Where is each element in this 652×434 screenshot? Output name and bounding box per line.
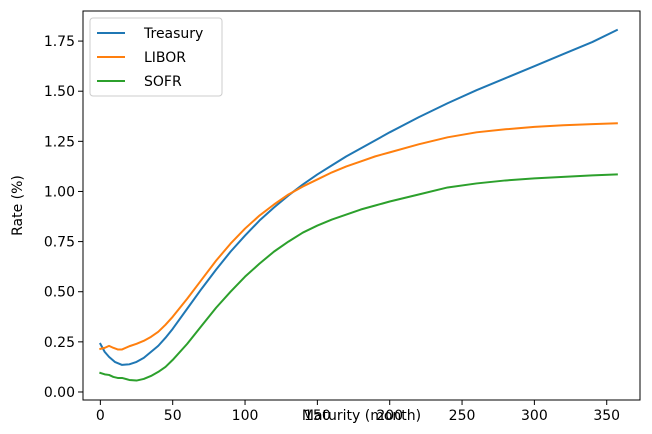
series-line-libor (99, 122, 618, 351)
legend-label-treasury: Treasury (143, 26, 203, 42)
y-tick-label: 1.75 (44, 34, 75, 50)
y-axis-label: Rate (%) (10, 175, 26, 236)
x-tick-label: 50 (164, 408, 182, 424)
y-tick-label: 1.25 (44, 134, 75, 150)
y-axis-ticks: 0.00 0.25 0.50 0.75 1.00 1.25 1.50 1.75 (44, 34, 83, 401)
y-tick-label: 0.75 (44, 235, 75, 251)
y-tick-label: 1.00 (44, 184, 75, 200)
plot-frame (82, 10, 641, 401)
legend-items: Treasury LIBOR SOFR (97, 26, 203, 90)
y-tick-label: 0.50 (44, 285, 75, 301)
x-tick-label: 150 (304, 408, 331, 424)
x-tick-label: 100 (232, 408, 259, 424)
legend-frame (89, 17, 223, 97)
x-tick-label: 200 (376, 408, 403, 424)
x-axis-ticks: 0 50 100 150 200 250 300 350 (96, 400, 620, 424)
legend: Treasury LIBOR SOFR (89, 17, 223, 97)
legend-label-sofr: SOFR (144, 74, 182, 90)
x-tick-label: 350 (593, 408, 620, 424)
x-tick-label: 300 (521, 408, 548, 424)
y-tick-label: 0.25 (44, 335, 75, 351)
legend-label-libor: LIBOR (144, 50, 186, 66)
series-line-treasury (99, 28, 619, 366)
y-tick-label: 1.50 (44, 84, 75, 100)
x-axis-label: Maturity (month) (302, 408, 421, 424)
y-tick-label: 0.00 (44, 385, 75, 401)
series-line-sofr (99, 173, 618, 382)
x-tick-label: 250 (449, 408, 476, 424)
series-lines (99, 28, 619, 382)
x-tick-label: 0 (96, 408, 105, 424)
